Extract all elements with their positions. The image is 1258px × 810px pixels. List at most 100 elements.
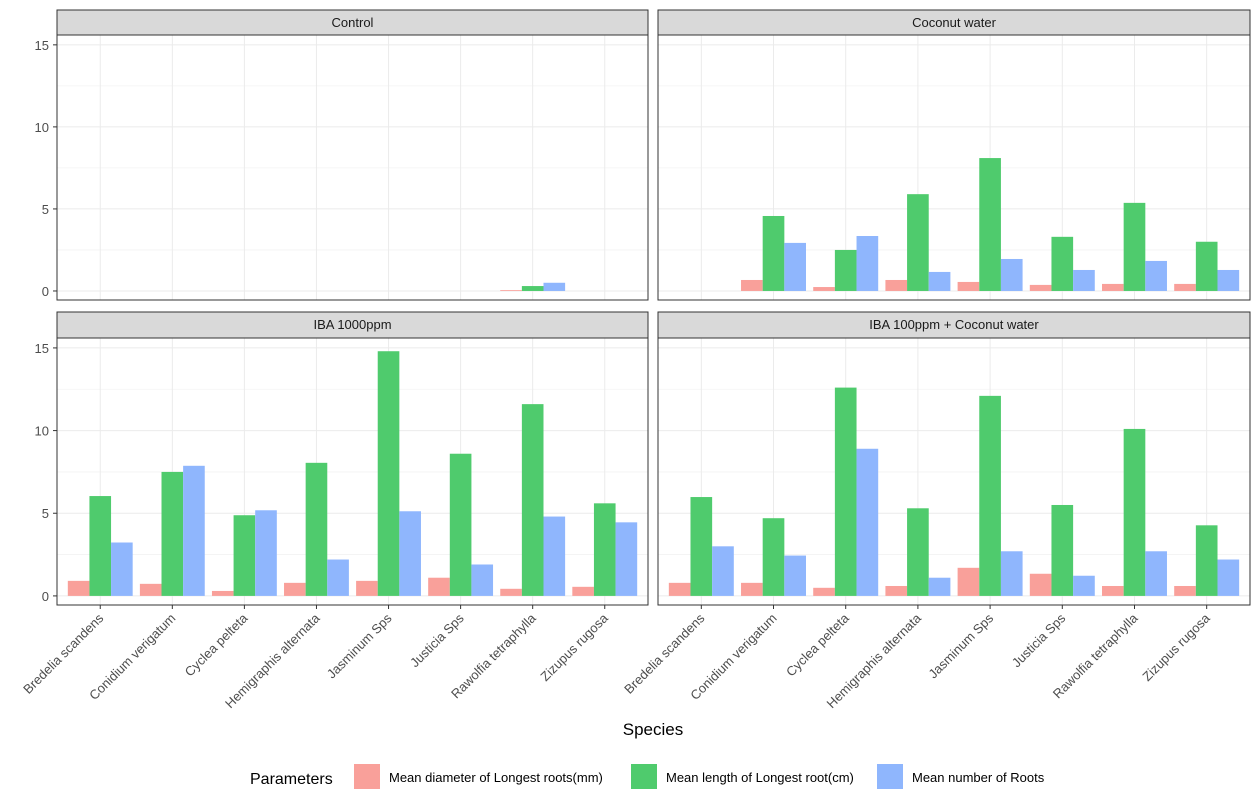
x-tick-label: Justicia Sps xyxy=(1009,610,1069,670)
legend-label: Mean diameter of Longest roots(mm) xyxy=(389,770,603,785)
panel-border xyxy=(657,337,1251,606)
bar xyxy=(572,586,594,596)
x-tick-label: Zizupus rugosa xyxy=(537,610,611,684)
bar xyxy=(813,587,835,596)
bar xyxy=(928,577,951,596)
bar xyxy=(449,453,472,596)
bar xyxy=(543,282,566,291)
bar xyxy=(885,585,908,596)
bar xyxy=(1029,284,1052,291)
bar xyxy=(1123,428,1146,596)
panel-border xyxy=(56,337,649,606)
panel-background xyxy=(57,35,648,300)
bar xyxy=(712,546,734,596)
bar xyxy=(1123,202,1146,291)
y-tick-label: 0 xyxy=(42,589,49,604)
bar xyxy=(1217,269,1240,291)
panel-border xyxy=(657,34,1251,301)
bar xyxy=(784,555,806,596)
bar xyxy=(327,559,349,596)
bar xyxy=(834,387,857,596)
bar xyxy=(67,580,90,596)
y-tick-label: 15 xyxy=(35,38,49,53)
bar xyxy=(521,404,544,596)
facet-title: Coconut water xyxy=(912,15,996,30)
bar xyxy=(834,249,857,291)
bar xyxy=(957,281,980,291)
facet-title: Control xyxy=(332,15,374,30)
bar xyxy=(305,462,328,596)
bar xyxy=(356,580,378,596)
bar xyxy=(1102,585,1124,596)
bar xyxy=(907,508,929,596)
bar xyxy=(1195,525,1218,596)
legend-label: Mean number of Roots xyxy=(912,770,1045,785)
facet-strip xyxy=(657,311,1251,339)
x-axis-title: Species xyxy=(623,720,683,739)
bar xyxy=(907,194,929,291)
facet-panel: Coconut water xyxy=(657,9,1251,301)
y-tick-label: 0 xyxy=(42,284,49,299)
x-tick-label: Justicia Sps xyxy=(407,610,467,670)
bar xyxy=(1102,283,1124,291)
bar xyxy=(762,215,785,291)
bar xyxy=(813,287,835,291)
bar xyxy=(979,395,1001,596)
x-tick-label: Jasminum Sps xyxy=(324,610,395,681)
legend-label: Mean length of Longest root(cm) xyxy=(666,770,854,785)
bar xyxy=(979,158,1001,291)
bar xyxy=(593,503,616,596)
x-tick-label: Cyclea pelteta xyxy=(182,610,251,679)
y-tick-label: 5 xyxy=(42,202,49,217)
bar xyxy=(1145,260,1167,291)
facet-panel: Control 0 5 10 15 xyxy=(35,9,649,301)
x-tick-label: Zizupus rugosa xyxy=(1139,610,1213,684)
bar xyxy=(885,279,908,291)
bar xyxy=(111,542,133,596)
bar xyxy=(521,286,544,291)
bar xyxy=(928,271,951,291)
bar xyxy=(615,522,638,596)
bar xyxy=(255,510,277,596)
legend-key xyxy=(354,764,380,789)
bar xyxy=(1174,585,1196,596)
bar xyxy=(211,590,234,596)
bar xyxy=(856,236,879,291)
facet-title: IBA 1000ppm xyxy=(313,317,391,332)
bar xyxy=(428,577,450,596)
y-tick-label: 10 xyxy=(35,424,49,439)
bar xyxy=(1000,258,1023,291)
bar xyxy=(543,516,566,596)
bar xyxy=(741,582,763,596)
bar xyxy=(1051,236,1074,291)
bar xyxy=(762,518,785,596)
bar xyxy=(1051,504,1074,596)
legend: Parameters Mean diameter of Longest root… xyxy=(250,764,1045,789)
y-tick-label: 15 xyxy=(35,341,49,356)
y-tick-label: 5 xyxy=(42,506,49,521)
bar xyxy=(500,588,522,596)
x-tick-label: Jasminum Sps xyxy=(925,610,996,681)
bar xyxy=(471,564,494,596)
bar xyxy=(1029,573,1052,596)
panel-background xyxy=(658,35,1250,300)
bar xyxy=(183,465,205,596)
bar xyxy=(399,511,421,596)
legend-key xyxy=(877,764,903,789)
bar xyxy=(856,448,879,596)
legend-title: Parameters xyxy=(250,771,333,788)
bar xyxy=(89,496,112,596)
bar xyxy=(1073,269,1095,291)
panel-border xyxy=(56,34,649,301)
x-tick-label: Cyclea pelteta xyxy=(783,610,852,679)
bar xyxy=(139,583,162,596)
bar xyxy=(1217,559,1240,596)
bar xyxy=(1174,283,1196,291)
bar xyxy=(284,582,306,596)
facet-strip xyxy=(56,311,649,339)
bar xyxy=(668,582,691,596)
bar xyxy=(233,515,256,596)
